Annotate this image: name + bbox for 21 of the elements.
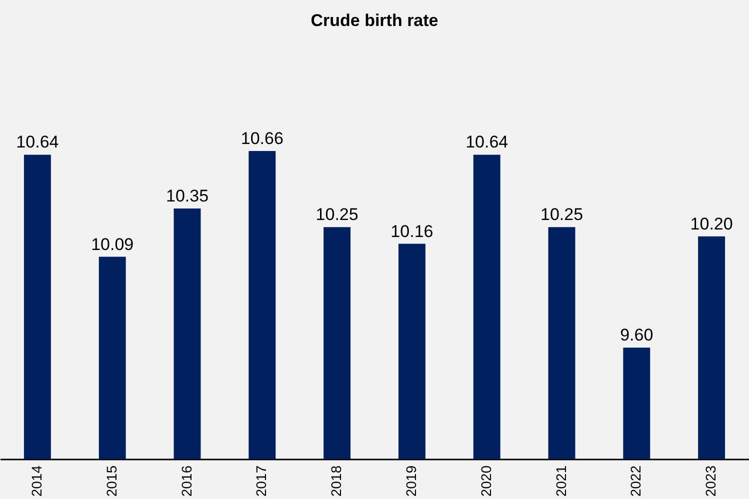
data-label: 9.60 [620, 326, 654, 345]
data-label: 10.20 [690, 214, 733, 234]
x-tick-label: 2014 [28, 465, 44, 497]
data-label: 10.64 [16, 132, 59, 152]
x-tick-label: 2021 [552, 465, 569, 497]
data-label: 10.25 [540, 205, 584, 224]
data-label: 10.25 [316, 205, 358, 224]
data-label: 10.64 [466, 132, 508, 152]
chart-title: Crude birth rate [310, 11, 438, 30]
x-tick-label: 2018 [328, 465, 344, 497]
x-tick-label: 2019 [402, 465, 419, 497]
data-label: 10.66 [240, 129, 284, 148]
x-tick-label: 2015 [103, 465, 120, 497]
data-label: 10.35 [166, 186, 209, 206]
data-label: 10.09 [91, 234, 134, 254]
data-label: 10.16 [390, 222, 434, 241]
x-tick-label: 2022 [628, 465, 644, 497]
x-tick-label: 2020 [478, 465, 494, 497]
x-tick-label: 2017 [253, 465, 270, 497]
x-tick-label: 2023 [702, 465, 719, 497]
x-tick-label: 2016 [178, 465, 194, 497]
